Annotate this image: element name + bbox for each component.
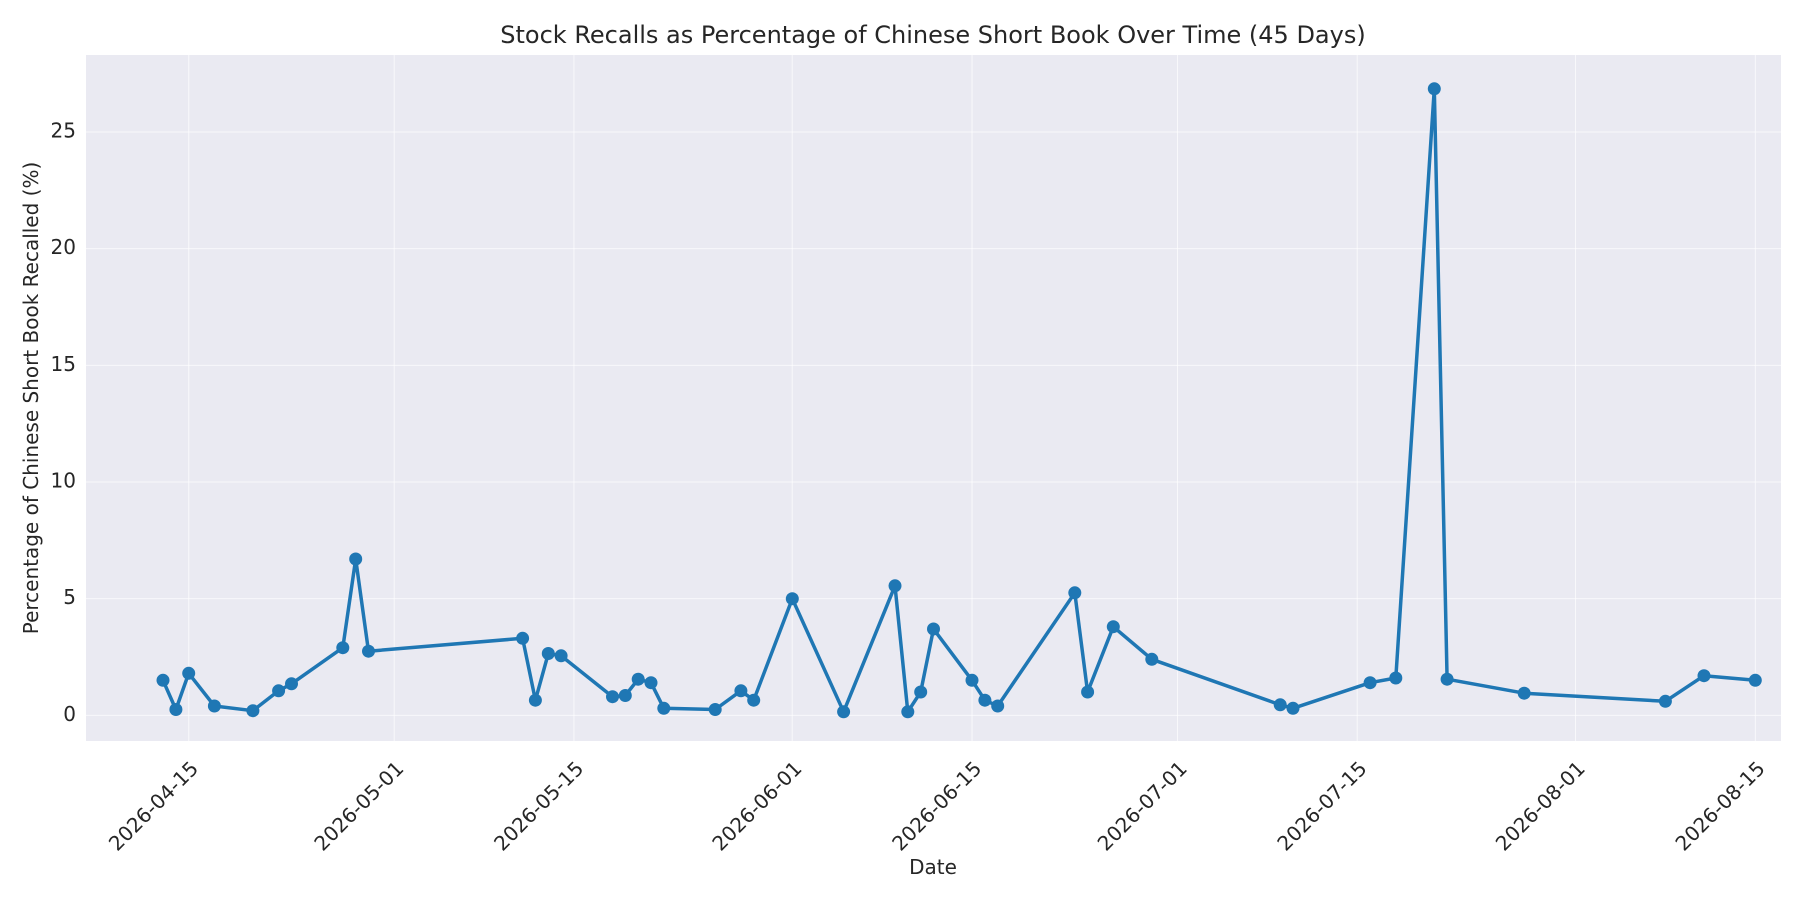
data-point xyxy=(207,699,221,713)
data-point xyxy=(1748,673,1762,687)
data-point xyxy=(1286,701,1300,715)
data-point xyxy=(785,592,799,606)
data-point xyxy=(1106,620,1120,634)
data-point xyxy=(991,699,1005,713)
data-point xyxy=(644,676,658,690)
data-point xyxy=(1389,671,1403,685)
data-point xyxy=(246,704,260,718)
data-point xyxy=(1440,672,1454,686)
y-tick-label: 25 xyxy=(51,119,76,143)
data-point xyxy=(618,689,632,702)
data-point xyxy=(362,644,375,658)
y-tick-label: 15 xyxy=(51,352,76,376)
data-point xyxy=(182,666,196,680)
data-point xyxy=(1517,686,1531,700)
data-point xyxy=(837,705,851,719)
data-point xyxy=(708,703,722,716)
data-point xyxy=(528,693,542,707)
y-tick-label: 20 xyxy=(51,235,76,259)
data-point xyxy=(657,701,671,715)
data-point xyxy=(1427,82,1441,96)
data-point xyxy=(1145,652,1159,666)
data-point xyxy=(541,647,555,660)
data-point xyxy=(272,684,286,698)
data-point xyxy=(978,693,992,707)
data-point xyxy=(734,684,748,698)
y-tick-label: 0 xyxy=(63,702,76,726)
data-point xyxy=(927,622,940,636)
data-point xyxy=(606,690,619,704)
data-point xyxy=(349,552,363,566)
series-layer xyxy=(156,82,1762,719)
data-point xyxy=(914,685,928,699)
data-point xyxy=(516,631,530,645)
data-point xyxy=(1658,694,1672,708)
data-point xyxy=(1081,685,1095,699)
data-point xyxy=(156,673,170,687)
data-point xyxy=(1273,698,1287,712)
grid-lines xyxy=(86,55,1781,741)
data-point xyxy=(1697,669,1711,683)
data-point xyxy=(169,703,183,716)
data-point xyxy=(965,673,979,687)
data-point xyxy=(747,693,761,707)
data-point xyxy=(336,641,350,655)
data-point xyxy=(901,705,915,719)
y-tick-label: 10 xyxy=(51,469,76,493)
y-tick-label: 5 xyxy=(63,585,76,609)
data-point xyxy=(631,672,645,686)
x-axis-label: Date xyxy=(909,855,957,879)
y-axis-ticks: 0 5 10 15 20 25 xyxy=(51,119,76,726)
chart-title: Stock Recalls as Percentage of Chinese S… xyxy=(500,21,1365,49)
y-axis-label: Percentage of Chinese Short Book Recalle… xyxy=(19,162,43,635)
plot-area xyxy=(86,55,1781,741)
data-point xyxy=(1068,586,1082,600)
data-point xyxy=(888,579,902,593)
data-point xyxy=(1363,676,1377,690)
data-point xyxy=(285,677,298,691)
data-point xyxy=(554,649,568,663)
